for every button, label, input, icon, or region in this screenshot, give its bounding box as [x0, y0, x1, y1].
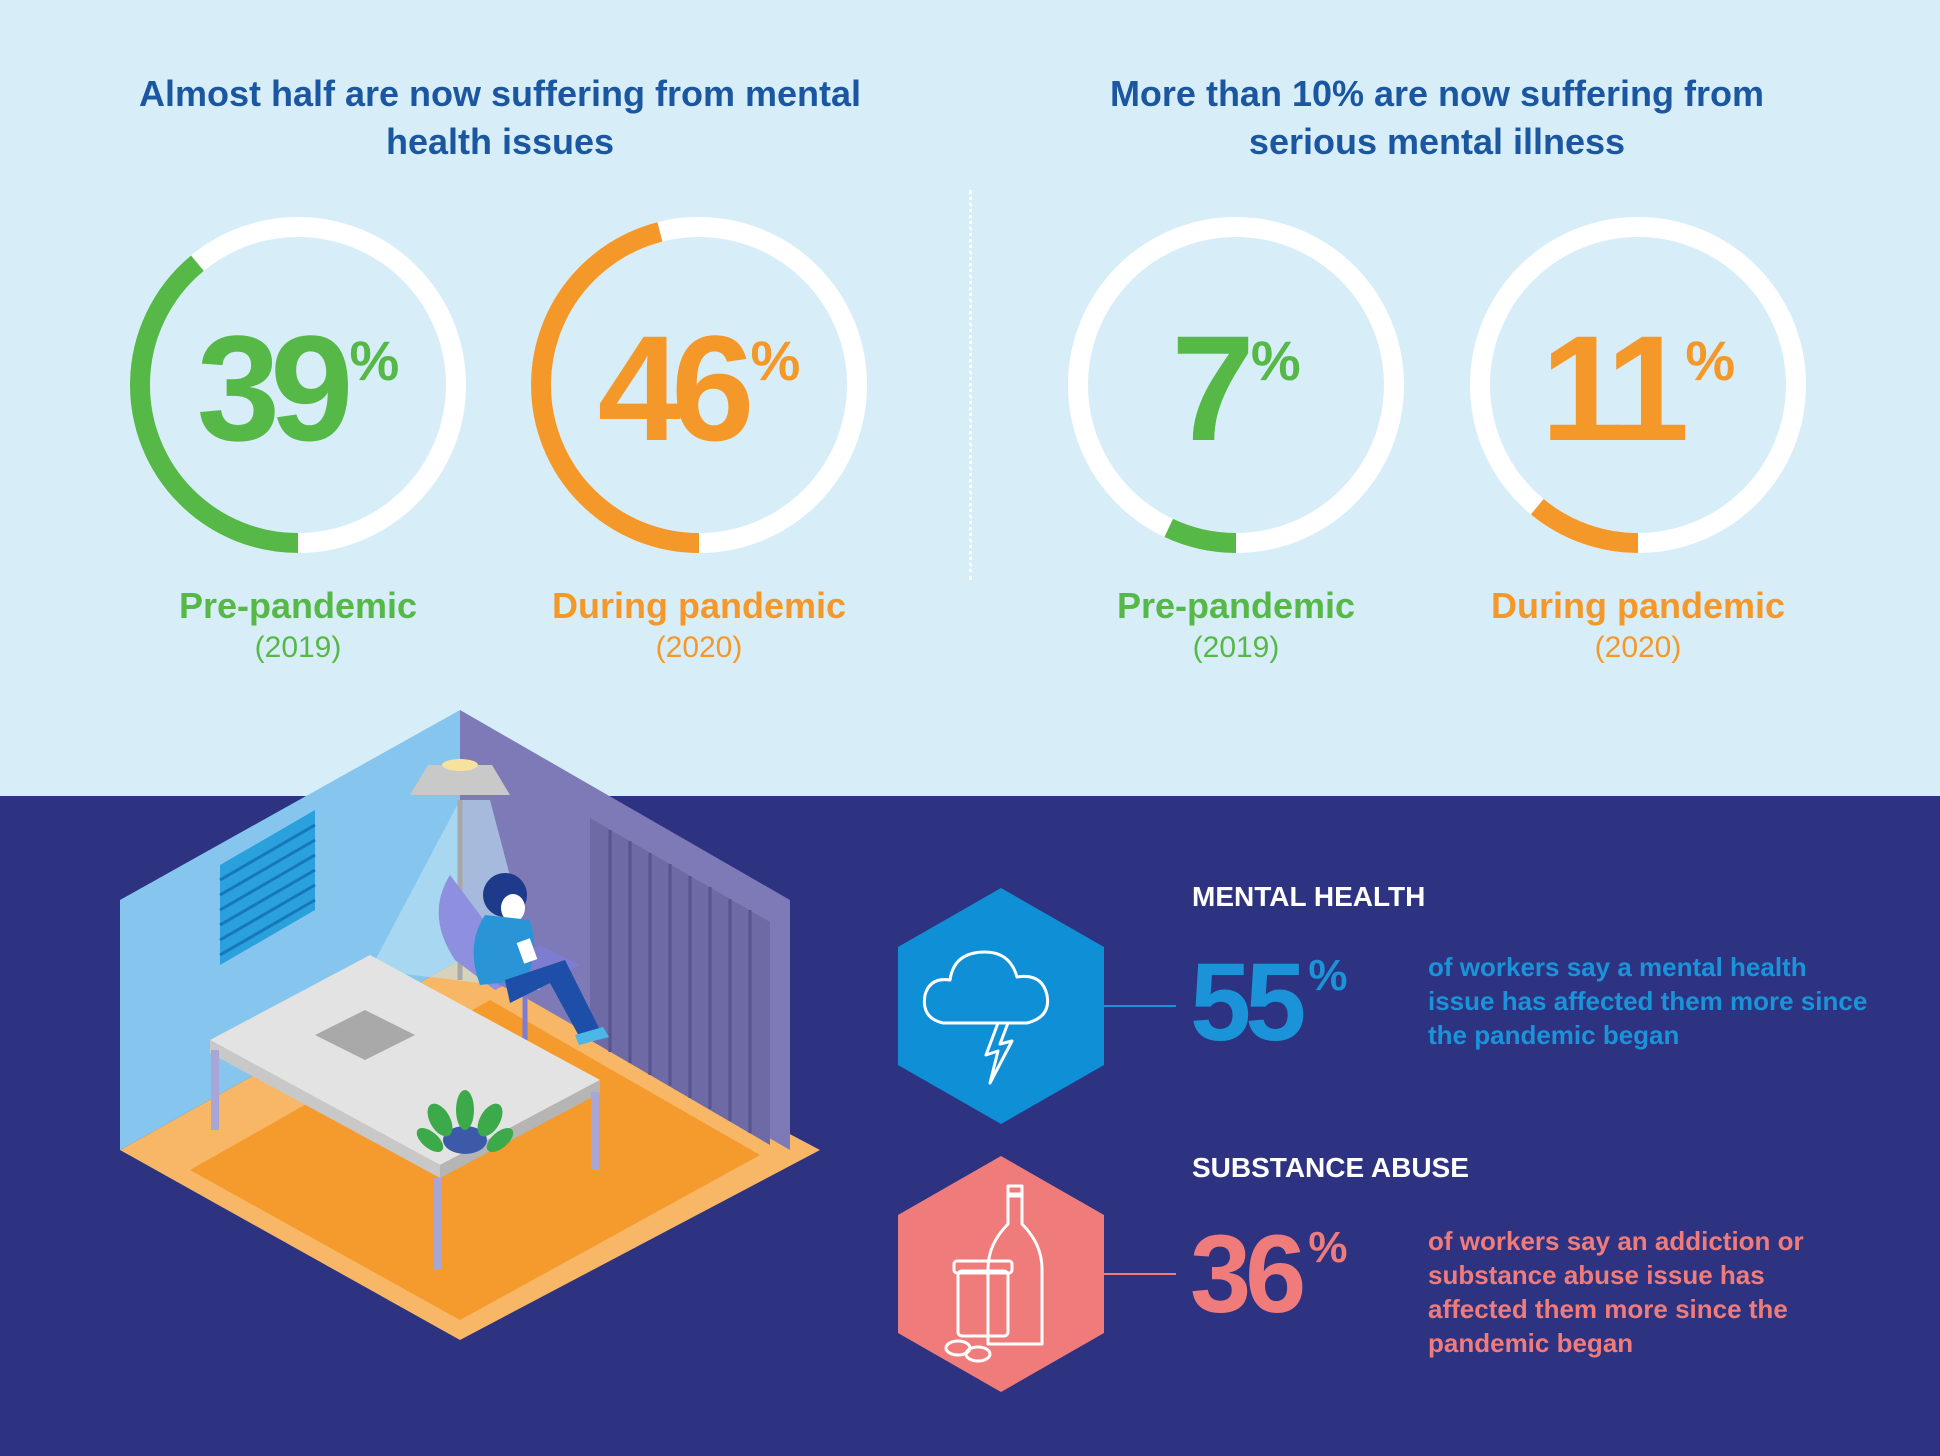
rug: [190, 1000, 760, 1320]
ring-graphic: [1470, 217, 1806, 553]
floor-lamp-shade: [410, 765, 510, 795]
ring-graphic: [531, 217, 867, 553]
isometric-room-illustration: [120, 710, 820, 1340]
percent-sign: %: [1308, 1223, 1348, 1272]
substance-abuse-stat: 36%: [1190, 1220, 1347, 1330]
section-divider: [969, 190, 972, 580]
stat-value: 7%: [1064, 313, 1408, 463]
ring-chart-during-pandemic-mental-health: 46%: [527, 213, 871, 557]
stat-caption: Pre-pandemic (2019): [1036, 585, 1436, 669]
left-heading: Almost half are now suffering from menta…: [138, 73, 862, 162]
person-legs: [505, 960, 600, 1038]
chair-seat: [480, 945, 580, 995]
curtain: [590, 818, 770, 1145]
stat-value: 46%: [527, 313, 871, 463]
stat-caption: During pandemic (2020): [499, 585, 899, 669]
stat-label: During pandemic: [551, 585, 847, 626]
substance-abuse-connector: [1104, 1273, 1176, 1275]
percent-sign: %: [1308, 951, 1348, 1000]
percent-sign: %: [1685, 329, 1736, 392]
ring-chart-pre-pandemic-serious-illness: 7%: [1064, 213, 1408, 557]
person-shoes: [575, 1027, 609, 1045]
substance-abuse-number: 36: [1190, 1213, 1306, 1336]
stat-year: (2019): [1192, 631, 1280, 664]
percent-sign: %: [349, 329, 400, 392]
hexagon-shape: [898, 888, 1104, 1124]
person-torso: [473, 915, 534, 985]
percent-sign: %: [1250, 329, 1301, 392]
stat-value: 39%: [126, 313, 470, 463]
substance-abuse-title: SUBSTANCE ABUSE: [1192, 1152, 1469, 1183]
stat-number: 46: [597, 304, 755, 472]
ring-chart-during-pandemic-serious-illness: 11%: [1466, 213, 1810, 557]
left-wall: [120, 710, 460, 1150]
stat-label: During pandemic: [1490, 585, 1786, 626]
percent-sign: %: [750, 329, 801, 392]
person-face: [501, 894, 525, 922]
substance-abuse-description: of workers say an addiction or substance…: [1428, 1226, 1804, 1358]
laptop: [315, 1010, 415, 1060]
ring-graphic: [1068, 217, 1404, 553]
ring-chart-pre-pandemic-mental-health: 39%: [126, 213, 470, 557]
plant-pot: [443, 1126, 487, 1154]
curtain-folds: [608, 830, 752, 1133]
mental-health-number: 55: [1190, 941, 1306, 1064]
mental-health-description: of workers say a mental health issue has…: [1428, 952, 1868, 1050]
ring-progress-arc: [1068, 217, 1404, 553]
desk-front-edge: [210, 1040, 440, 1178]
ring-progress-arc: [531, 217, 867, 553]
desk-top: [210, 955, 600, 1165]
mental-health-connector: [1104, 1005, 1176, 1007]
mental-health-stat: 55%: [1190, 948, 1347, 1058]
stat-number: 39: [196, 304, 354, 472]
desk-side-edge: [440, 1080, 600, 1178]
stat-year: (2020): [1594, 631, 1682, 664]
ring-graphic: [130, 217, 466, 553]
stat-year: (2020): [655, 631, 743, 664]
stat-value: 11%: [1466, 313, 1810, 463]
stat-year: (2019): [254, 631, 342, 664]
mental-health-title: MENTAL HEALTH: [1192, 881, 1426, 912]
phone: [516, 938, 538, 964]
stat-number: 7: [1171, 304, 1254, 472]
stat-number: 11: [1540, 304, 1690, 472]
desk-legs: [211, 1050, 599, 1270]
stat-label: Pre-pandemic: [1116, 585, 1356, 626]
lamp-bulb: [442, 759, 478, 771]
ring-progress-arc: [1470, 217, 1806, 553]
bottle-and-pills-icon: [944, 1184, 1044, 1363]
substance-abuse-hexagon: [898, 1156, 1104, 1392]
stat-caption: Pre-pandemic (2019): [98, 585, 498, 669]
right-heading: More than 10% are now suffering from ser…: [1109, 73, 1765, 162]
blind-slats: [219, 823, 316, 957]
top-panel: Almost half are now suffering from menta…: [0, 0, 1940, 796]
mental-health-hexagon: [898, 888, 1104, 1124]
storm-cloud-icon: [922, 950, 1050, 1085]
stat-label: Pre-pandemic: [178, 585, 418, 626]
plant-leaves: [416, 1090, 514, 1152]
ring-progress-arc: [130, 217, 466, 553]
stat-caption: During pandemic (2020): [1438, 585, 1838, 669]
